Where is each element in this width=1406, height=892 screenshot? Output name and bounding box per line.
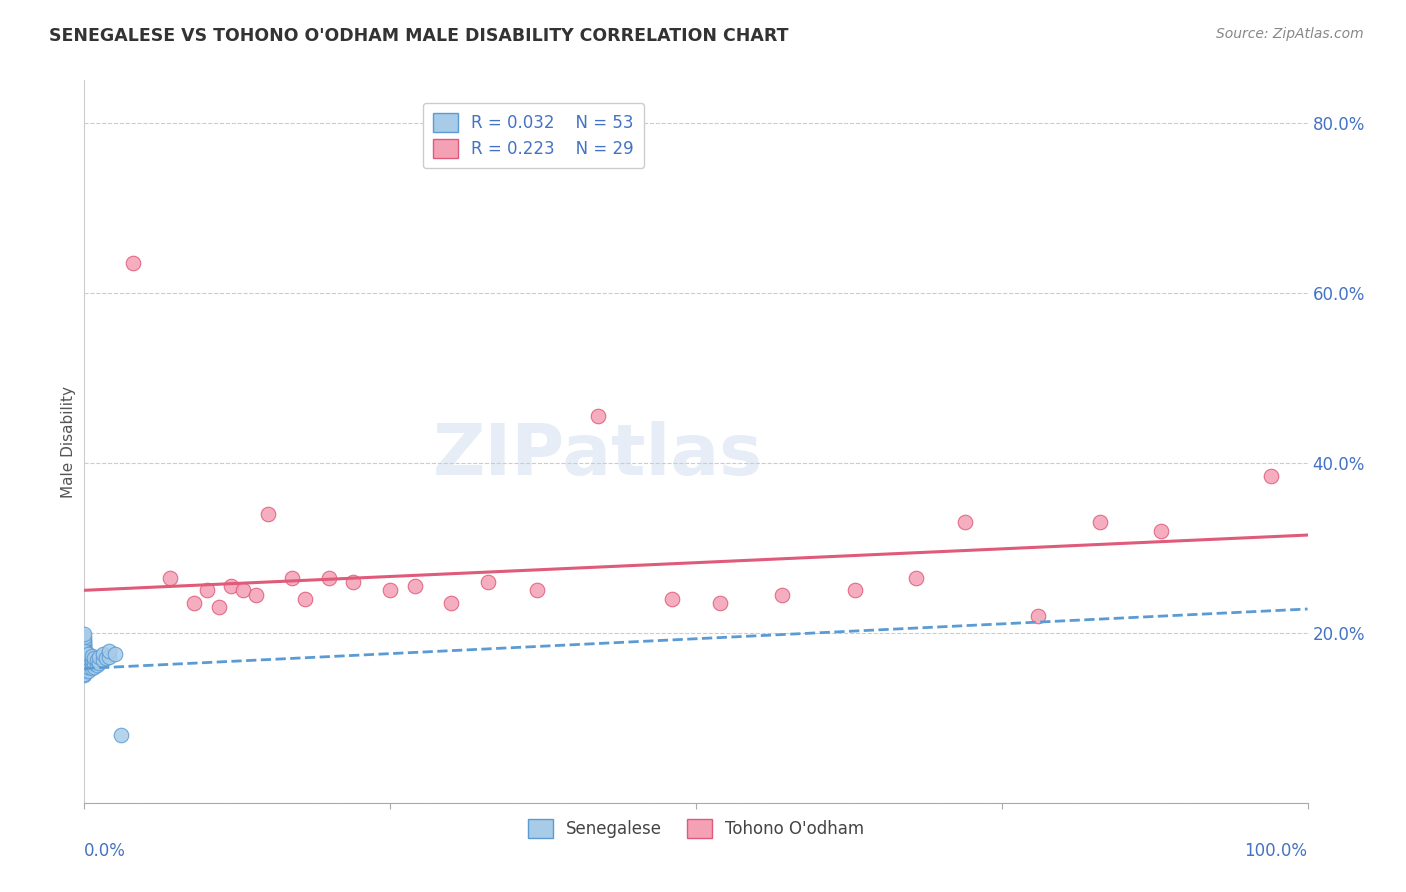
Point	[709, 596, 731, 610]
Point	[159, 570, 181, 584]
Point	[104, 647, 127, 661]
Point	[73, 644, 96, 658]
Point	[318, 570, 340, 584]
Point	[73, 661, 96, 675]
Point	[83, 656, 105, 670]
Point	[73, 668, 96, 682]
Point	[195, 583, 218, 598]
Point	[73, 627, 96, 641]
Point	[91, 653, 114, 667]
Point	[770, 588, 793, 602]
Point	[183, 596, 205, 610]
Text: 100.0%: 100.0%	[1244, 842, 1308, 860]
Point	[73, 634, 96, 648]
Point	[477, 574, 499, 589]
Point	[80, 661, 103, 675]
Point	[245, 588, 267, 602]
Point	[73, 658, 96, 673]
Point	[1150, 524, 1173, 538]
Point	[208, 600, 231, 615]
Point	[342, 574, 364, 589]
Point	[87, 649, 110, 664]
Point	[97, 644, 120, 658]
Point	[77, 647, 100, 661]
Point	[73, 642, 96, 657]
Point	[122, 256, 145, 270]
Text: Source: ZipAtlas.com: Source: ZipAtlas.com	[1216, 27, 1364, 41]
Point	[73, 651, 96, 665]
Point	[87, 656, 110, 670]
Point	[73, 648, 96, 662]
Point	[73, 649, 96, 664]
Point	[73, 666, 96, 681]
Point	[73, 636, 96, 650]
Point	[73, 646, 96, 660]
Point	[73, 630, 96, 644]
Point	[73, 647, 96, 661]
Point	[1088, 516, 1111, 530]
Text: ZIPatlas: ZIPatlas	[433, 422, 763, 491]
Point	[73, 663, 96, 677]
Point	[77, 651, 100, 665]
Point	[73, 656, 96, 670]
Point	[281, 570, 304, 584]
Point	[91, 647, 114, 661]
Point	[73, 660, 96, 674]
Point	[73, 655, 96, 669]
Point	[219, 579, 242, 593]
Point	[97, 649, 120, 664]
Y-axis label: Male Disability: Male Disability	[60, 385, 76, 498]
Point	[844, 583, 866, 598]
Point	[73, 632, 96, 647]
Point	[440, 596, 463, 610]
Point	[232, 583, 254, 598]
Point	[77, 660, 100, 674]
Point	[661, 591, 683, 606]
Point	[1260, 468, 1282, 483]
Point	[73, 657, 96, 672]
Point	[80, 657, 103, 672]
Point	[73, 638, 96, 652]
Point	[73, 643, 96, 657]
Point	[83, 660, 105, 674]
Point	[77, 664, 100, 678]
Point	[73, 653, 96, 667]
Point	[380, 583, 402, 598]
Point	[294, 591, 316, 606]
Point	[404, 579, 426, 593]
Point	[953, 516, 976, 530]
Point	[73, 664, 96, 678]
Legend: Senegalese, Tohono O'odham: Senegalese, Tohono O'odham	[520, 813, 872, 845]
Point	[73, 641, 96, 656]
Point	[1028, 608, 1050, 623]
Text: SENEGALESE VS TOHONO O'ODHAM MALE DISABILITY CORRELATION CHART: SENEGALESE VS TOHONO O'ODHAM MALE DISABI…	[49, 27, 789, 45]
Point	[86, 658, 108, 673]
Point	[110, 728, 132, 742]
Point	[86, 653, 108, 667]
Point	[80, 648, 103, 663]
Point	[526, 583, 548, 598]
Point	[73, 640, 96, 655]
Point	[73, 652, 96, 666]
Point	[257, 507, 280, 521]
Point	[73, 639, 96, 653]
Point	[80, 653, 103, 667]
Point	[83, 651, 105, 665]
Text: 0.0%: 0.0%	[84, 842, 127, 860]
Point	[586, 409, 609, 423]
Point	[905, 570, 928, 584]
Point	[77, 656, 100, 670]
Point	[96, 651, 118, 665]
Point	[73, 648, 96, 663]
